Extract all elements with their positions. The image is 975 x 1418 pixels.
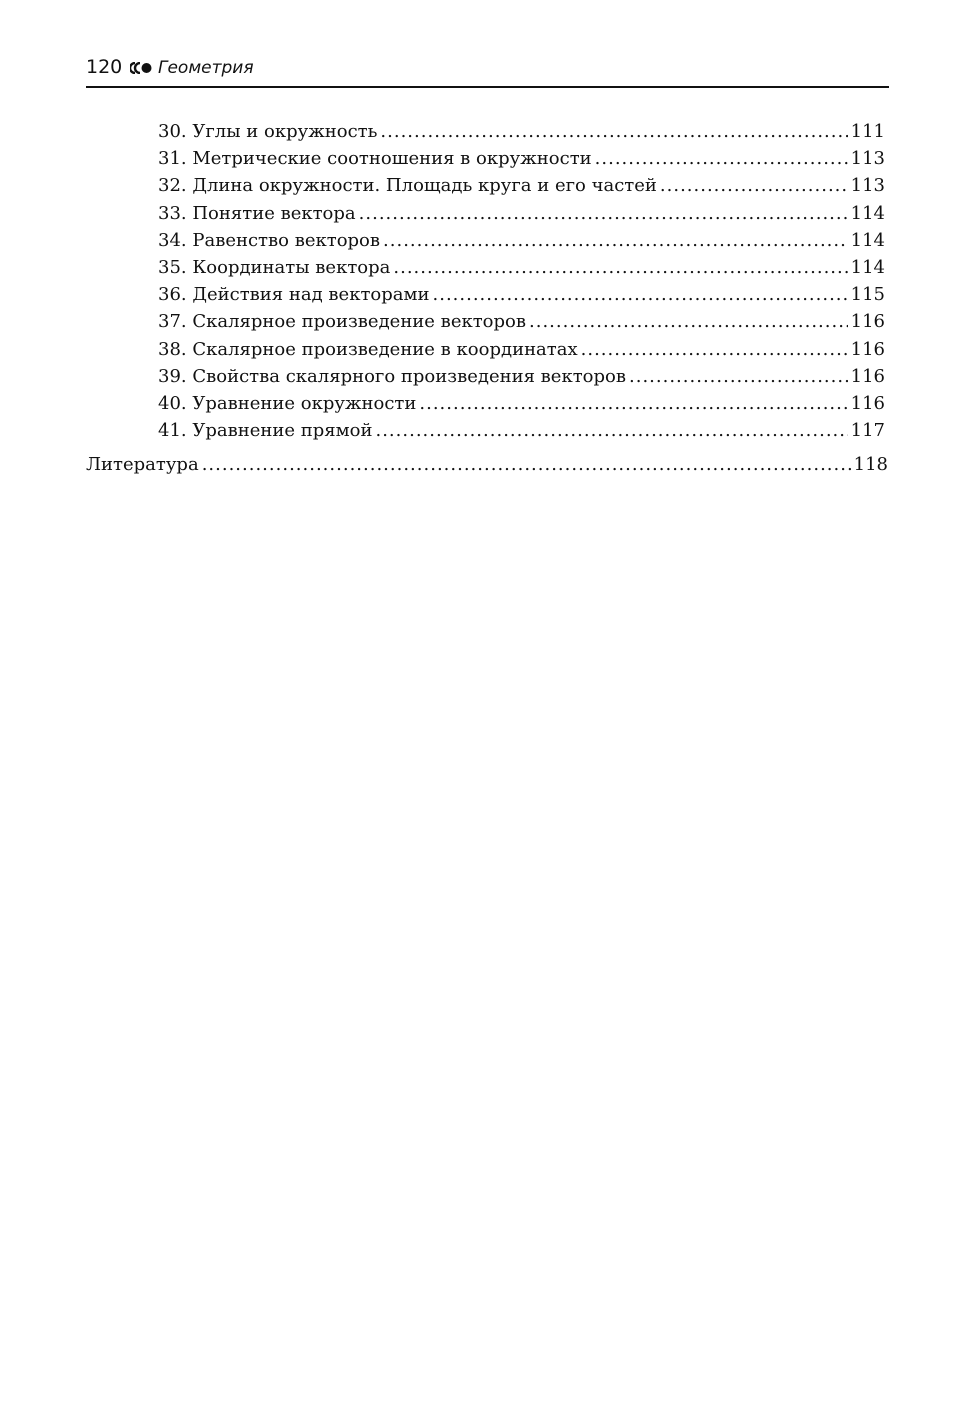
dot-leader — [383, 230, 848, 251]
toc-entry-title: 30. Углы и окружность — [158, 121, 378, 142]
toc-entry-title: 35. Координаты вектора — [158, 256, 391, 278]
toc-entry-title: 36. Действия над векторами — [158, 284, 430, 306]
toc-entry[interactable]: 32. Длина окружности. Площадь круга и ег… — [158, 175, 885, 202]
toc-entry-page: 116 — [850, 338, 885, 360]
toc-entry-title: Литература — [86, 454, 199, 476]
toc-entry[interactable]: 33. Понятие вектора 114 — [158, 203, 885, 230]
dot-leader — [660, 175, 848, 196]
dot-leader — [393, 257, 847, 278]
running-header: 120 Геометрия — [86, 54, 889, 88]
toc-entry-title: 31. Метрические соотношения в окружности — [158, 148, 592, 170]
toc-entry-page: 114 — [850, 202, 885, 224]
dot-leader — [433, 284, 848, 305]
table-of-contents: 30. Углы и окружность 111 31. Метрические … — [0, 121, 975, 481]
ornament-icon — [130, 62, 152, 74]
toc-entry[interactable]: 31. Метрические соотношения в окружности… — [158, 148, 885, 175]
toc-entry[interactable]: 41. Уравнение прямой 117 — [158, 420, 885, 447]
page-number: 120 — [86, 56, 123, 78]
book-title: Геометрия — [158, 58, 254, 78]
toc-entry-page: 116 — [850, 392, 885, 414]
toc-entry-page: 115 — [850, 284, 885, 306]
toc-entry-title: 32. Длина окружности. Площадь круга и ег… — [158, 175, 657, 197]
dot-leader — [529, 311, 848, 332]
toc-entry[interactable]: 35. Координаты вектора 114 — [158, 257, 885, 284]
toc-entry-title: 38. Скалярное произведение в координатах — [158, 338, 578, 360]
toc-entry-title: 40. Уравнение окружности — [158, 392, 417, 414]
toc-entry-page: 117 — [850, 420, 885, 442]
toc-entry-title: 34. Равенство векторов — [158, 229, 381, 251]
toc-entry[interactable]: 37. Скалярное произведение векторов 116 — [158, 311, 885, 338]
toc-entry-title: 37. Скалярное произведение векторов — [158, 311, 527, 333]
toc-entry-page: 114 — [850, 229, 885, 251]
toc-entry[interactable]: 38. Скалярное произведение в координатах… — [158, 339, 885, 366]
toc-entry-title: 41. Уравнение прямой — [158, 420, 373, 442]
toc-entry-title: 33. Понятие вектора — [158, 202, 356, 224]
toc-entry-page: 111 — [850, 121, 885, 142]
toc-entry-page: 118 — [853, 454, 888, 476]
dot-leader — [380, 121, 847, 142]
dot-leader — [581, 339, 848, 360]
dot-leader — [202, 454, 851, 475]
toc-entry[interactable]: 30. Углы и окружность 111 — [158, 121, 885, 148]
toc-entry[interactable]: 34. Равенство векторов 114 — [158, 230, 885, 257]
dot-leader — [419, 393, 847, 414]
toc-entry-page: 116 — [850, 311, 885, 333]
dot-leader — [595, 148, 848, 169]
dot-leader — [629, 366, 848, 387]
toc-entry[interactable]: 40. Уравнение окружности 116 — [158, 393, 885, 420]
toc-entry[interactable]: 39. Свойства скалярного произведения век… — [158, 366, 885, 393]
toc-entry-page: 113 — [850, 148, 885, 170]
toc-entry-page: 114 — [850, 256, 885, 278]
toc-entry-title: 39. Свойства скалярного произведения век… — [158, 365, 626, 387]
dot-leader — [359, 203, 848, 224]
toc-entry[interactable]: Литература 118 — [86, 454, 888, 481]
toc-entry-page: 113 — [850, 175, 885, 197]
toc-entry[interactable]: 36. Действия над векторами 115 — [158, 284, 885, 311]
toc-entry-page: 116 — [850, 365, 885, 387]
dot-leader — [375, 420, 847, 441]
